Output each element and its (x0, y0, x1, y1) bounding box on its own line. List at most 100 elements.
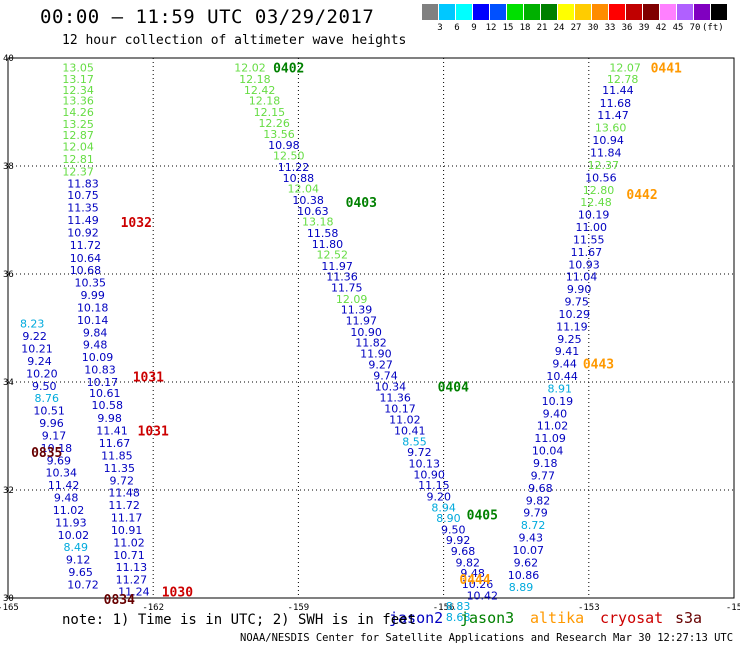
scale-label: 27 (570, 23, 582, 33)
data-point-label: 11.27 (116, 574, 148, 587)
scale-label: 15 (502, 23, 514, 33)
scale-label: 36 (621, 23, 633, 33)
data-point-label: 9.77 (531, 469, 556, 482)
x-tick-label: -156 (433, 603, 455, 613)
data-point-label: 8.83 (446, 600, 471, 613)
legend-item-s3a: s3a (675, 609, 703, 627)
data-point-label: 11.85 (101, 449, 133, 462)
data-point-label: 9.82 (456, 556, 481, 569)
pass-label: 0442 (626, 188, 657, 203)
data-point-label: 9.96 (39, 417, 64, 430)
pass-label: 0402 (273, 62, 304, 77)
data-point-label: 10.83 (84, 364, 116, 377)
data-point-label: 13.56 (263, 128, 295, 141)
data-point-label: 11.22 (278, 161, 310, 174)
data-point-label: 10.35 (75, 277, 107, 290)
data-point-label: 11.39 (341, 304, 373, 317)
data-point-label: 11.72 (70, 239, 102, 252)
scale-swatch (609, 4, 625, 20)
data-point-label: 11.19 (556, 320, 588, 333)
data-point-label: 12.18 (239, 73, 271, 86)
scale-label: 18 (519, 23, 531, 33)
data-point-label: 8.76 (34, 392, 59, 405)
scale-swatch (711, 4, 727, 20)
data-point-label: 9.72 (407, 446, 432, 459)
data-point-label: 10.18 (77, 301, 109, 314)
data-point-label: 11.82 (355, 337, 387, 350)
data-point-label: 10.75 (67, 189, 99, 202)
data-point-label: 10.94 (592, 134, 624, 147)
scale-swatch (694, 4, 710, 20)
data-point-label: 9.17 (42, 429, 67, 442)
data-point-label: 10.19 (542, 395, 574, 408)
data-point-label: 9.69 (47, 454, 72, 467)
data-point-label: 8.89 (509, 581, 534, 594)
data-point-label: 12.02 (234, 62, 266, 75)
scale-label: 21 (536, 23, 548, 33)
x-tick-label: -162 (142, 603, 164, 613)
data-point-label: 12.09 (336, 293, 368, 306)
data-point-label: 10.13 (408, 458, 440, 471)
data-point-label: 10.88 (283, 172, 315, 185)
data-point-label: 9.43 (518, 532, 543, 545)
data-point-label: 11.80 (312, 238, 344, 251)
chart-title: 00:00 – 11:59 UTC 03/29/2017 (40, 6, 375, 28)
data-point-label: 11.02 (53, 504, 85, 517)
data-point-label: 10.71 (113, 549, 145, 562)
data-point-label: 11.72 (108, 499, 140, 512)
note-text: note: 1) Time is in UTC; 2) SWH is in fe… (62, 612, 417, 628)
data-point-label: 10.58 (91, 399, 123, 412)
scale-swatch (456, 4, 472, 20)
data-point-label: 10.56 (585, 171, 617, 184)
data-point-label: 9.84 (83, 326, 108, 339)
data-point-label: 9.24 (27, 355, 52, 368)
data-point-label: 9.40 (543, 407, 568, 420)
data-point-label: 8.55 (402, 435, 427, 448)
data-point-label: 9.68 (528, 482, 553, 495)
data-point-label: 9.74 (373, 370, 398, 383)
data-point-label: 10.98 (268, 139, 300, 152)
data-point-label: 12.37 (588, 159, 620, 172)
data-point-label: 8.72 (521, 519, 546, 532)
pass-label: 0403 (346, 196, 377, 211)
pass-label: 0405 (467, 508, 498, 523)
data-point-label: 13.25 (62, 118, 94, 131)
data-point-label: 10.61 (89, 387, 121, 400)
legend-item-jason3: jason3 (460, 609, 515, 627)
data-point-label: 11.55 (573, 233, 605, 246)
pass-label: 0404 (438, 380, 469, 395)
data-point-label: 10.26 (462, 578, 494, 591)
data-point-label: 9.68 (451, 545, 476, 558)
data-point-label: 11.97 (321, 260, 353, 273)
data-point-label: 11.97 (346, 314, 378, 327)
data-point-label: 8.49 (64, 541, 89, 554)
data-point-label: 9.18 (533, 457, 558, 470)
data-point-label: 13.60 (595, 122, 627, 135)
data-point-label: 10.41 (394, 425, 426, 438)
data-point-label: 11.02 (537, 420, 569, 433)
data-point-label: 11.13 (116, 561, 148, 574)
data-point-label: 9.22 (22, 330, 47, 343)
data-point-label: 13.18 (302, 216, 334, 229)
data-point-label: 10.42 (467, 589, 499, 602)
data-point-label: 11.36 (326, 271, 358, 284)
scale-swatch (575, 4, 591, 20)
data-point-label: 12.34 (62, 84, 94, 97)
data-point-label: 12.37 (62, 165, 94, 178)
scale-label: 70 (689, 23, 701, 33)
data-point-label: 10.90 (350, 326, 382, 339)
x-tick-label: -159 (288, 603, 310, 613)
data-point-label: 12.15 (254, 106, 286, 119)
scale-label: 30 (587, 23, 599, 33)
scale-swatch (490, 4, 506, 20)
data-point-label: 11.48 (108, 487, 140, 500)
data-point-label: 11.75 (331, 282, 363, 295)
data-point-label: 12.07 (609, 62, 641, 75)
data-point-label: 8.23 (20, 318, 45, 331)
pass-label: 1031 (133, 371, 164, 386)
legend-item-cryosat: cryosat (600, 609, 664, 627)
data-point-label: 10.90 (413, 468, 445, 481)
data-point-label: 12.81 (62, 153, 94, 166)
x-tick-label: -15 (726, 603, 740, 613)
data-point-label: 9.72 (109, 474, 134, 487)
